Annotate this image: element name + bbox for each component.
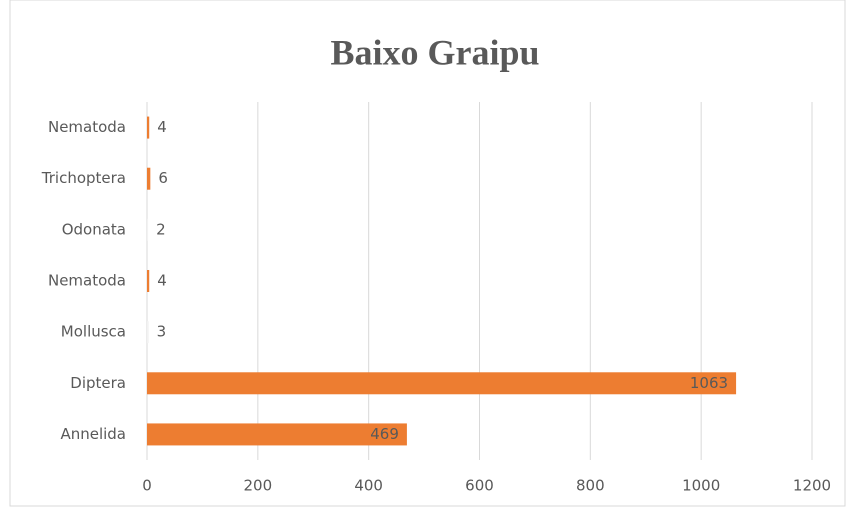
y-tick-label: Nematoda: [48, 118, 126, 136]
data-label: 2: [156, 220, 166, 238]
x-tick-label: 600: [465, 477, 494, 495]
data-label: 1063: [690, 374, 728, 392]
y-tick-label: Annelida: [60, 425, 126, 443]
y-tick-label: Trichoptera: [41, 169, 126, 187]
bar: [147, 372, 737, 395]
y-tick-label: Nematoda: [48, 272, 126, 290]
x-tick-label: 200: [244, 477, 273, 495]
data-label: 6: [158, 169, 168, 187]
data-label: 4: [157, 118, 167, 136]
bar: [147, 116, 150, 139]
x-tick-label: 0: [142, 477, 152, 495]
x-tick-label: 400: [354, 477, 383, 495]
chart-title: Baixo Graipu: [330, 32, 539, 72]
data-label: 4: [157, 272, 167, 290]
data-label: 469: [370, 425, 399, 443]
bar: [147, 321, 149, 344]
y-tick-label: Diptera: [70, 374, 126, 392]
y-tick-label: Odonata: [62, 220, 126, 238]
x-tick-label: 800: [576, 477, 605, 495]
x-tick-label: 1200: [793, 477, 831, 495]
bar: [147, 167, 151, 190]
bar: [147, 218, 149, 241]
chart-frame: [9, 0, 846, 507]
y-tick-label: Mollusca: [61, 323, 126, 341]
data-label: 3: [157, 323, 167, 341]
bar: [147, 270, 150, 292]
bar: [147, 423, 407, 446]
x-tick-label: 1000: [682, 477, 720, 495]
